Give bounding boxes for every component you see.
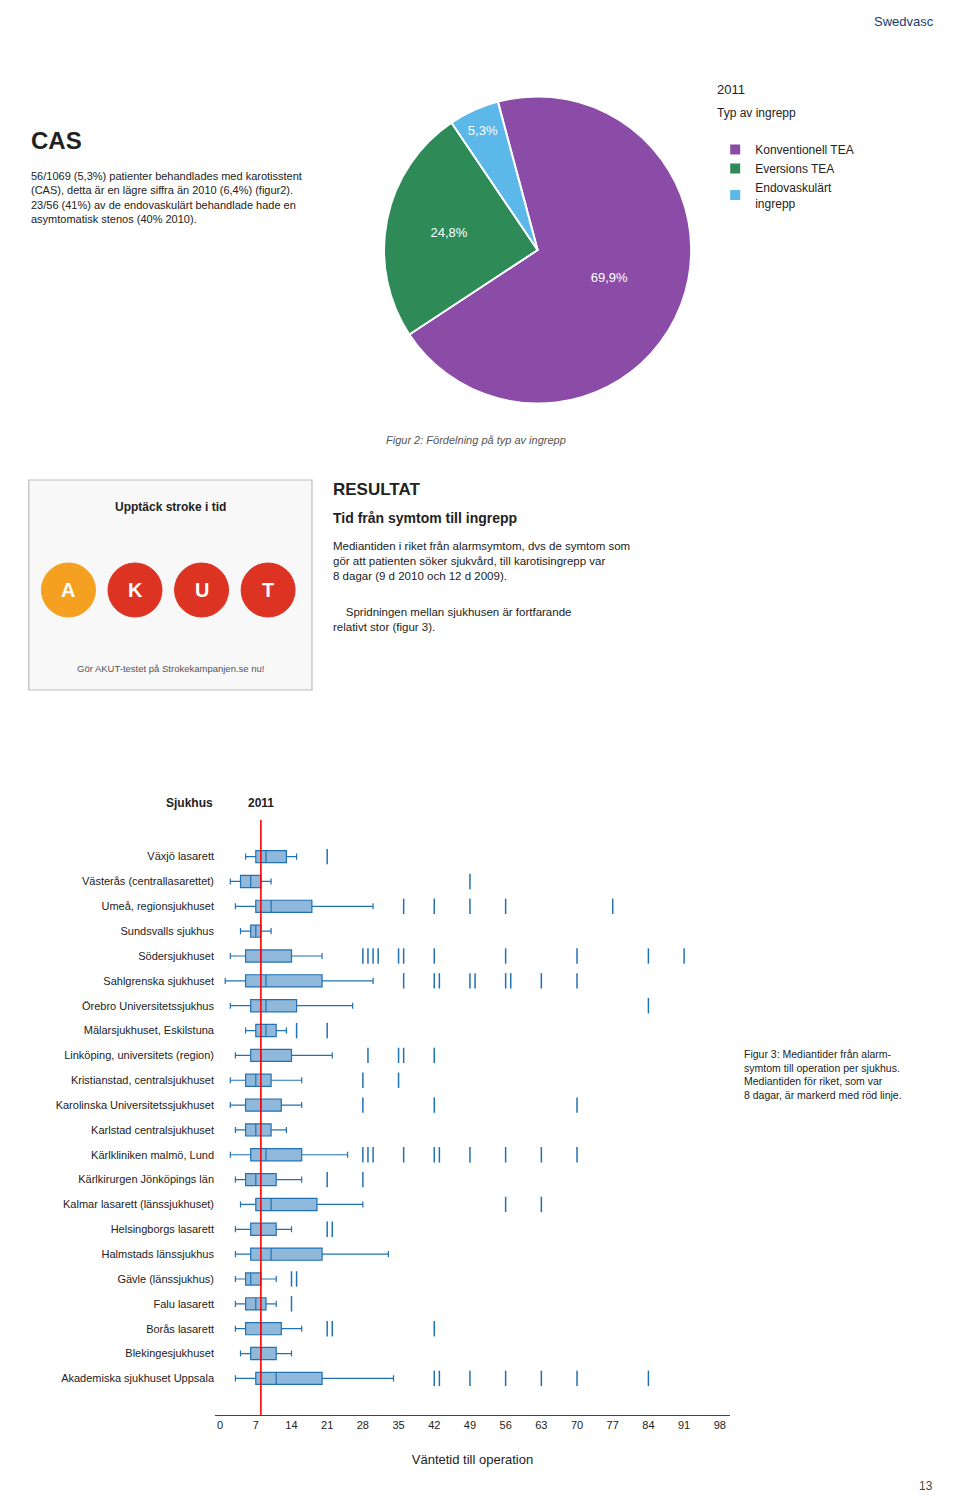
svg-text:Mälarsjukhuset, Eskilstuna: Mälarsjukhuset, Eskilstuna bbox=[84, 1024, 215, 1036]
svg-text:Väntetid till operation: Väntetid till operation bbox=[412, 1452, 533, 1467]
svg-text:84: 84 bbox=[642, 1419, 654, 1431]
svg-text:14: 14 bbox=[285, 1419, 297, 1431]
svg-text:49: 49 bbox=[464, 1419, 476, 1431]
svg-text:Halmstads länssjukhus: Halmstads länssjukhus bbox=[102, 1248, 215, 1260]
svg-text:Figur 2: Fördelning på typ av: Figur 2: Fördelning på typ av ingrepp bbox=[386, 434, 566, 446]
svg-text:Karolinska Universitetssjukhus: Karolinska Universitetssjukhuset bbox=[56, 1099, 214, 1111]
svg-text:Södersjukhuset: Södersjukhuset bbox=[138, 950, 214, 962]
svg-text:Swedvasc: Swedvasc bbox=[874, 14, 934, 29]
svg-text:0: 0 bbox=[217, 1419, 223, 1431]
svg-text:Kalmar lasarett (länssjukhuset: Kalmar lasarett (länssjukhuset) bbox=[63, 1198, 214, 1210]
svg-text:2011: 2011 bbox=[248, 796, 274, 810]
svg-text:Typ av ingrepp: Typ av ingrepp bbox=[717, 106, 796, 120]
svg-text:Mediantiden i riket från alarm: Mediantiden i riket från alarmsymtom, dv… bbox=[333, 540, 630, 582]
svg-text:91: 91 bbox=[678, 1419, 690, 1431]
svg-text:U: U bbox=[195, 579, 209, 601]
svg-text:Eversions TEA: Eversions TEA bbox=[755, 162, 834, 176]
svg-text:Sahlgrenska sjukhuset: Sahlgrenska sjukhuset bbox=[103, 975, 214, 987]
svg-text:13: 13 bbox=[919, 1479, 933, 1493]
svg-text:69,9%: 69,9% bbox=[591, 270, 628, 285]
svg-text:Örebro Universitetssjukhus: Örebro Universitetssjukhus bbox=[82, 1000, 215, 1012]
svg-text:70: 70 bbox=[571, 1419, 583, 1431]
svg-text:77: 77 bbox=[607, 1419, 619, 1431]
svg-text:Kärlkliniken malmö, Lund: Kärlkliniken malmö, Lund bbox=[91, 1149, 214, 1161]
svg-text:Kristianstad, centralsjukhuset: Kristianstad, centralsjukhuset bbox=[71, 1074, 214, 1086]
svg-text:42: 42 bbox=[428, 1419, 440, 1431]
svg-text:5,3%: 5,3% bbox=[468, 123, 498, 138]
svg-text:Endovaskulärtingrepp: Endovaskulärtingrepp bbox=[755, 181, 832, 211]
svg-text:Kärlkirurgen Jönköpings län: Kärlkirurgen Jönköpings län bbox=[78, 1173, 214, 1185]
svg-text:Helsingborgs lasarett: Helsingborgs lasarett bbox=[111, 1223, 214, 1235]
svg-text:Sjukhus: Sjukhus bbox=[166, 796, 213, 810]
svg-text:Karlstad centralsjukhuset: Karlstad centralsjukhuset bbox=[91, 1124, 214, 1136]
svg-text:Gör AKUT-testet på Strokekampa: Gör AKUT-testet på Strokekampanjen.se nu… bbox=[77, 663, 264, 674]
svg-text:Akademiska sjukhuset Uppsala: Akademiska sjukhuset Uppsala bbox=[61, 1372, 215, 1384]
svg-text:56/1069 (5,3%) patienter behan: 56/1069 (5,3%) patienter behandlades med… bbox=[31, 170, 302, 225]
svg-text:Blekingesjukhuset: Blekingesjukhuset bbox=[125, 1347, 214, 1359]
svg-text:Sundsvalls sjukhus: Sundsvalls sjukhus bbox=[120, 925, 214, 937]
svg-text:Linköping, universitets (regio: Linköping, universitets (region) bbox=[64, 1049, 214, 1061]
svg-text:35: 35 bbox=[392, 1419, 404, 1431]
svg-text:CAS: CAS bbox=[31, 127, 82, 154]
svg-text:Umeå, regionsjukhuset: Umeå, regionsjukhuset bbox=[101, 900, 214, 912]
svg-text:A: A bbox=[61, 579, 75, 601]
svg-text:Västerås (centrallasarettet): Västerås (centrallasarettet) bbox=[82, 875, 214, 887]
svg-text:63: 63 bbox=[535, 1419, 547, 1431]
svg-text:28: 28 bbox=[357, 1419, 369, 1431]
svg-text:Växjö lasarett: Växjö lasarett bbox=[147, 850, 214, 862]
svg-text:56: 56 bbox=[500, 1419, 512, 1431]
svg-text:98: 98 bbox=[714, 1419, 726, 1431]
svg-text:21: 21 bbox=[321, 1419, 333, 1431]
svg-text:Falu lasarett: Falu lasarett bbox=[153, 1298, 214, 1310]
svg-text:Upptäck stroke i tid: Upptäck stroke i tid bbox=[115, 500, 226, 514]
svg-text:K: K bbox=[128, 579, 143, 601]
svg-text:Figur 3: Mediantider från alar: Figur 3: Mediantider från alarm-symtom t… bbox=[744, 1048, 902, 1101]
svg-text:2011: 2011 bbox=[717, 82, 745, 97]
svg-text:Spridningen mellan sjukhusen ä: Spridningen mellan sjukhusen är fortfara… bbox=[333, 606, 571, 633]
svg-text:RESULTAT: RESULTAT bbox=[333, 480, 420, 499]
svg-text:T: T bbox=[262, 579, 274, 601]
svg-text:Borås lasarett: Borås lasarett bbox=[146, 1323, 214, 1335]
svg-text:Tid från symtom till ingrepp: Tid från symtom till ingrepp bbox=[333, 510, 517, 526]
svg-text:7: 7 bbox=[253, 1419, 259, 1431]
svg-text:24,8%: 24,8% bbox=[430, 225, 467, 240]
svg-text:Gävle (länssjukhus): Gävle (länssjukhus) bbox=[117, 1273, 214, 1285]
svg-text:Konventionell TEA: Konventionell TEA bbox=[755, 143, 854, 157]
